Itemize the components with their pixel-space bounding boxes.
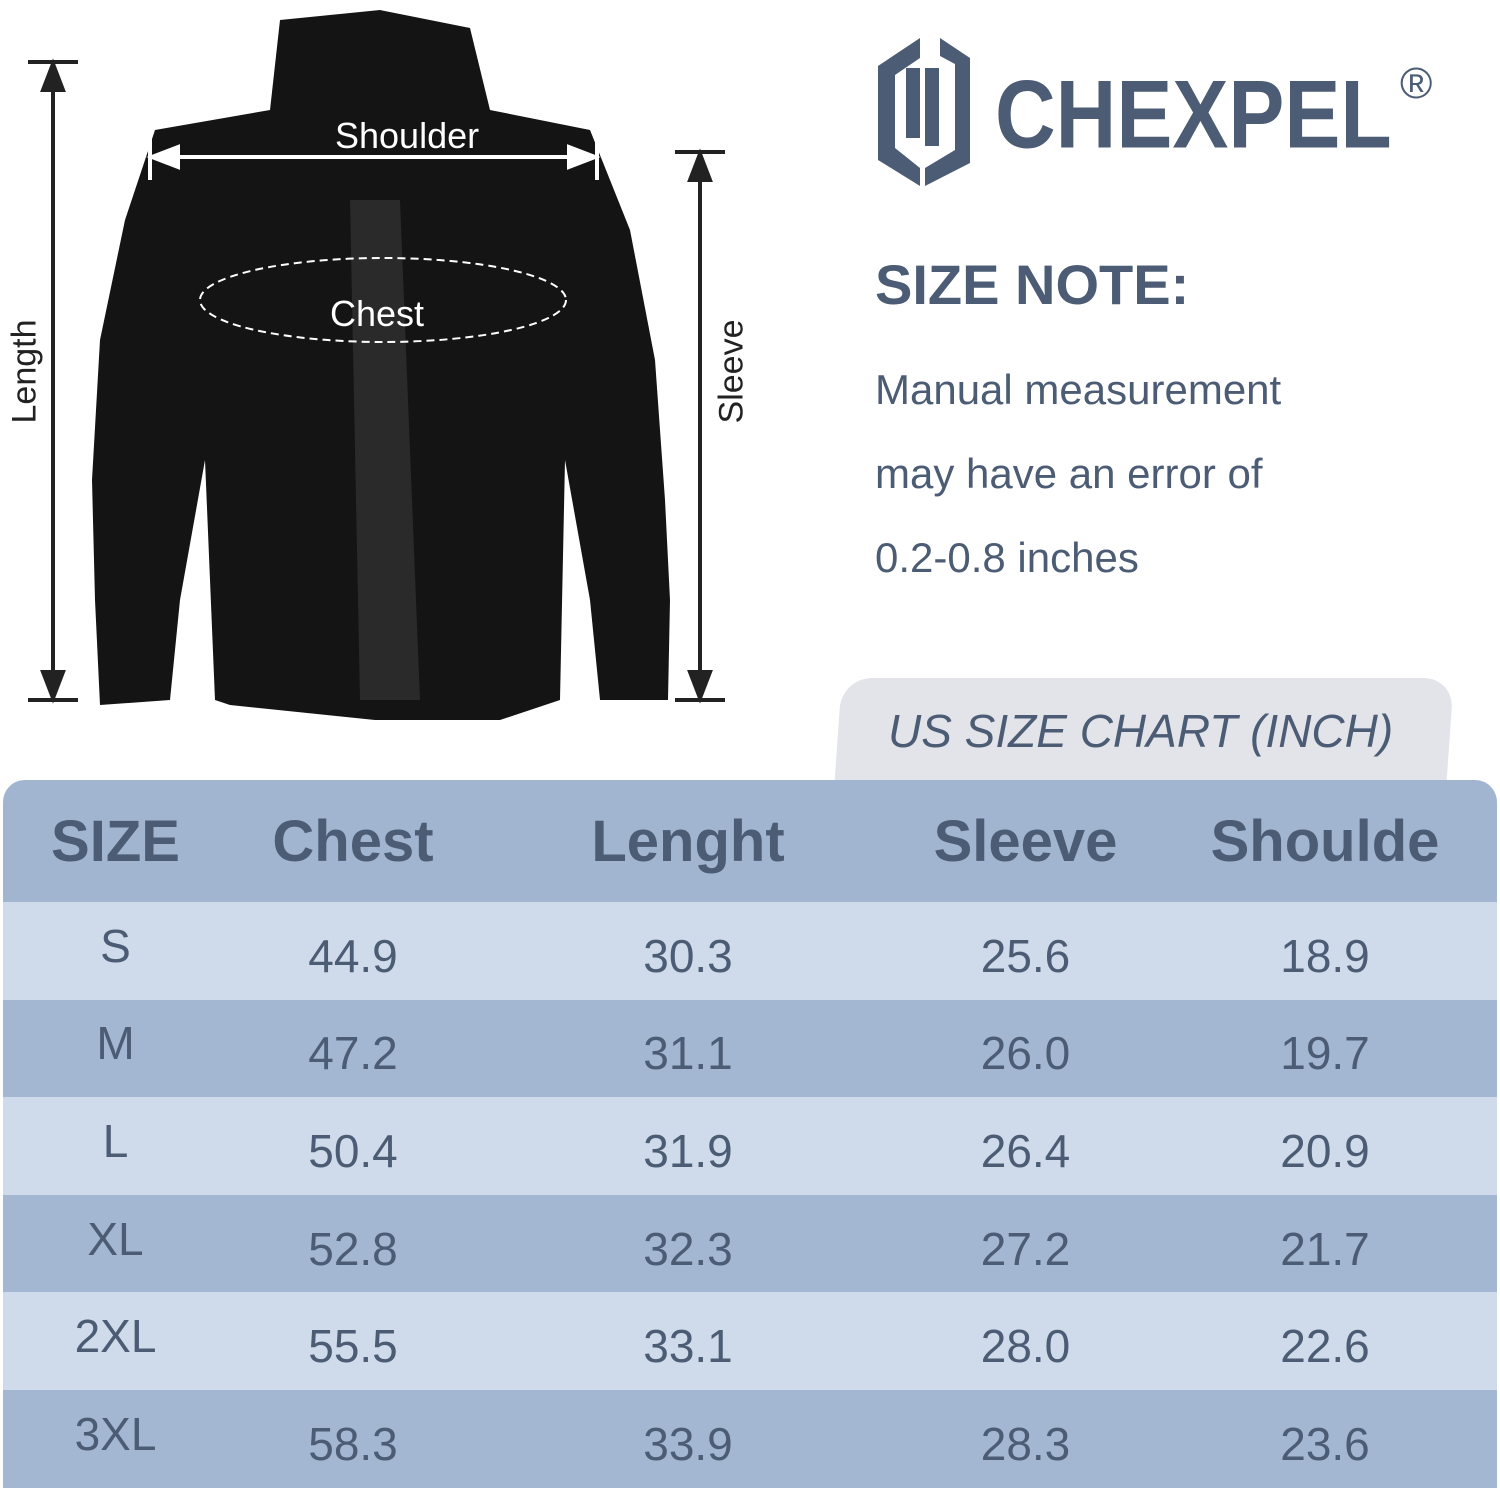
table-cell: 31.1 (643, 1027, 733, 1080)
table-cell: 27.2 (980, 1222, 1071, 1275)
table-cell: 52.8 (308, 1222, 398, 1275)
table-cell: 55.5 (308, 1320, 398, 1373)
table-cell: L (102, 1114, 129, 1167)
table-cell: 47.2 (308, 1027, 398, 1080)
sleeve-label: Sleeve (712, 319, 751, 424)
sleeve-arrow (675, 148, 725, 704)
jacket-illustration (28, 10, 725, 720)
chexpel-logo-icon (878, 38, 970, 186)
table-cell: 25.6 (980, 929, 1071, 982)
header-shoulder: Shoulde (1210, 808, 1440, 874)
table-cell: 2XL (74, 1310, 157, 1363)
table-cell: 28.0 (980, 1320, 1071, 1373)
table-cell: 26.4 (980, 1124, 1071, 1177)
table-cell: 28.3 (980, 1417, 1071, 1470)
table-cell: M (96, 1017, 135, 1070)
table-cell: 50.4 (308, 1124, 398, 1177)
header-sleeve: Sleeve (933, 808, 1118, 874)
chest-label: Chest (330, 293, 425, 334)
table-row: M 47.2 31.1 26.0 19.7 (3, 999, 1497, 1098)
table-row: L 50.4 31.9 26.4 20.9 (3, 1097, 1497, 1195)
length-arrow (28, 58, 78, 704)
table-cell: 20.9 (1280, 1124, 1370, 1177)
shoulder-label: Shoulder (335, 115, 480, 156)
brand-name: CHEXPEL (995, 60, 1392, 169)
header-size: SIZE (51, 808, 180, 874)
header-chest: Chest (272, 808, 434, 874)
table-cell: 30.3 (643, 929, 733, 982)
length-label: Length (5, 319, 44, 424)
table-cell: 31.9 (643, 1124, 733, 1177)
table-cell: S (100, 919, 131, 972)
table-row: 2XL 55.5 33.1 28.0 22.6 (3, 1292, 1497, 1390)
size-note-line: 0.2-0.8 inches (875, 534, 1139, 581)
size-note-title: SIZE NOTE: (875, 253, 1190, 316)
table-cell: 44.9 (308, 929, 398, 982)
registered-mark: ® (1400, 59, 1433, 108)
size-table: SIZE Chest Lenght Sleeve Shoulde S 44.9 30… (3, 780, 1497, 1488)
table-cell: 23.6 (1280, 1417, 1370, 1470)
table-cell: 33.1 (643, 1320, 733, 1373)
table-cell: XL (87, 1212, 144, 1265)
table-header: SIZE Chest Lenght Sleeve Shoulde (3, 780, 1497, 902)
table-row: 3XL 58.3 33.9 28.3 23.6 (3, 1389, 1497, 1488)
table-cell: 26.0 (980, 1027, 1071, 1080)
jacket-lining (350, 200, 420, 700)
chest-ellipse (199, 257, 567, 343)
table-cell: 19.7 (1280, 1027, 1370, 1080)
table-cell: 58.3 (308, 1417, 398, 1470)
table-row: S 44.9 30.3 25.6 18.9 (3, 902, 1497, 1000)
table-cell: 32.3 (643, 1222, 733, 1275)
table-cell: 21.7 (1280, 1222, 1370, 1275)
table-cell: 3XL (74, 1407, 157, 1460)
header-length: Lenght (591, 808, 785, 874)
size-note-line: may have an error of (875, 450, 1263, 497)
table-cell: 18.9 (1280, 929, 1370, 982)
size-note-line: Manual measurement (875, 366, 1282, 413)
table-cell: 22.6 (1280, 1320, 1370, 1373)
table-cell: 33.9 (643, 1417, 733, 1470)
table-row: XL 52.8 32.3 27.2 21.7 (3, 1194, 1497, 1293)
shoulder-arrow (146, 135, 601, 180)
size-chart-tab-label: US SIZE CHART (INCH) (888, 705, 1394, 757)
